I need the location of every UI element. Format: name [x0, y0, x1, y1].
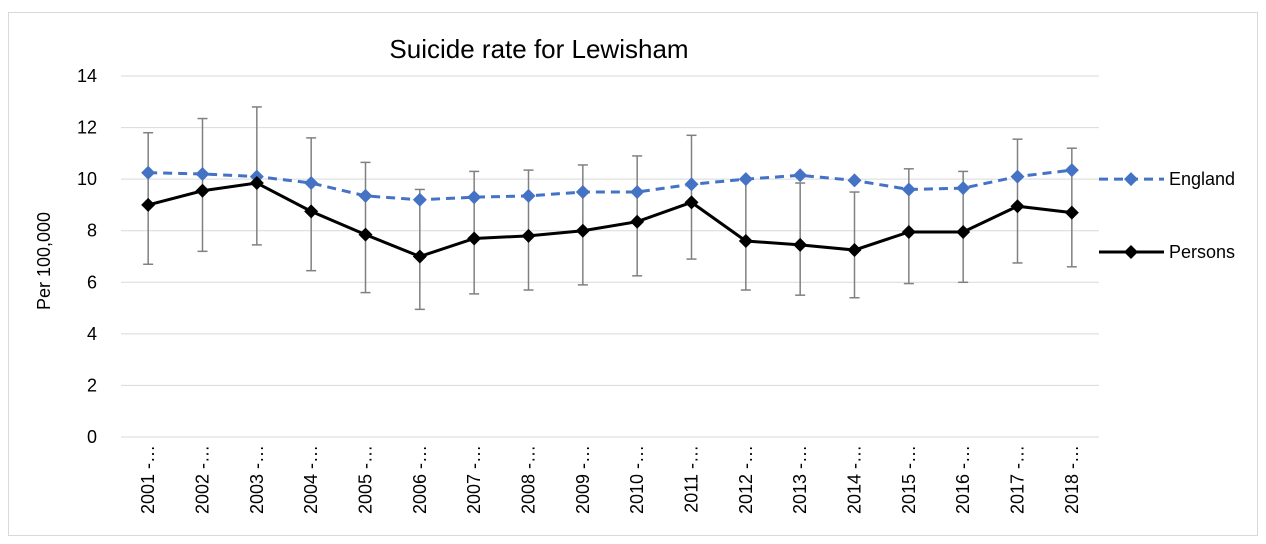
- x-tick-label: 2017 -…: [1008, 445, 1028, 514]
- england-point: [847, 173, 862, 188]
- england-point: [521, 188, 536, 203]
- persons-point: [412, 249, 427, 264]
- x-tick-label: 2015 -…: [899, 445, 919, 514]
- england-legend-label: England: [1169, 169, 1235, 189]
- persons-point: [195, 183, 210, 198]
- persons-point: [1064, 205, 1079, 220]
- england-point: [304, 176, 319, 191]
- england-point: [141, 165, 156, 180]
- england-point: [793, 168, 808, 183]
- chart-area: 0 2 4 6 8 10 12 14 2001 -… 2002 -… 2003 -… 2004 -……: [8, 12, 1258, 536]
- persons-point: [467, 231, 482, 246]
- england-point: [467, 190, 482, 205]
- y-tick-label: 8: [87, 221, 97, 241]
- persons-series-line: [147, 181, 1073, 259]
- x-tick-label: 2008 -…: [519, 445, 539, 514]
- series-lines: [141, 163, 1079, 264]
- persons-legend-marker: [1124, 245, 1138, 259]
- persons-legend-label: Persons: [1169, 242, 1235, 262]
- persons-point: [249, 176, 264, 191]
- england-point: [195, 166, 210, 181]
- x-tick-label: 2001 -…: [138, 445, 158, 514]
- x-tick-label: 2018 -…: [1062, 445, 1082, 514]
- persons-point: [738, 234, 753, 249]
- england-point: [1010, 169, 1025, 184]
- y-tick-label: 12: [77, 118, 97, 138]
- persons-point: [521, 228, 536, 243]
- persons-point: [901, 225, 916, 240]
- england-point: [358, 188, 373, 203]
- england-point: [412, 192, 427, 207]
- y-axis-title: Per 100,000: [34, 212, 54, 310]
- x-tick-label: 2006 -…: [410, 445, 430, 514]
- chart-svg: 0 2 4 6 8 10 12 14 2001 -… 2002 -… 2003 -… 2004 -……: [34, 34, 1235, 514]
- y-tick-label: 0: [87, 427, 97, 447]
- persons-point: [141, 197, 156, 212]
- persons-point: [956, 225, 971, 240]
- x-tick-label: 2004 -…: [301, 445, 321, 514]
- x-tick-label: 2005 -…: [356, 445, 376, 514]
- legend: England Persons: [1099, 169, 1235, 262]
- persons-point: [847, 243, 862, 258]
- x-axis-ticks: 2001 -… 2002 -… 2003 -… 2004 -… 2005 -… 2006 …: [138, 445, 1082, 514]
- x-tick-label: 2010 -…: [627, 445, 647, 514]
- x-tick-label: 2016 -…: [953, 445, 973, 514]
- england-point: [684, 177, 699, 192]
- x-tick-label: 2014 -…: [845, 445, 865, 514]
- persons-point: [684, 195, 699, 210]
- x-tick-label: 2003 -…: [247, 445, 267, 514]
- persons-point: [630, 214, 645, 229]
- x-tick-label: 2013 -…: [790, 445, 810, 514]
- england-point: [901, 182, 916, 197]
- y-tick-label: 4: [87, 324, 97, 344]
- england-legend-marker: [1124, 172, 1138, 187]
- x-tick-label: 2011 -…: [682, 445, 702, 513]
- x-tick-label: 2009 -…: [573, 445, 593, 514]
- persons-point: [358, 227, 373, 242]
- y-tick-label: 10: [77, 169, 97, 189]
- chart-title: Suicide rate for Lewisham: [389, 34, 688, 64]
- persons-point: [793, 237, 808, 252]
- x-tick-label: 2012 -…: [736, 445, 756, 514]
- england-point: [575, 185, 590, 200]
- england-series-line: [148, 168, 1073, 202]
- persons-point: [575, 223, 590, 238]
- error-bars: [143, 106, 1077, 311]
- x-tick-label: 2007 -…: [464, 445, 484, 514]
- gridlines: [121, 75, 1099, 438]
- england-point: [738, 172, 753, 187]
- x-tick-label: 2002 -…: [193, 445, 213, 514]
- y-tick-label: 6: [87, 272, 97, 292]
- y-tick-label: 14: [77, 66, 97, 86]
- england-point: [1064, 163, 1079, 178]
- england-point: [630, 185, 645, 200]
- england-point: [956, 181, 971, 196]
- persons-point: [304, 204, 319, 219]
- persons-point: [1010, 199, 1025, 214]
- y-tick-label: 2: [87, 375, 97, 395]
- y-axis-ticks: 0 2 4 6 8 10 12 14: [77, 66, 97, 447]
